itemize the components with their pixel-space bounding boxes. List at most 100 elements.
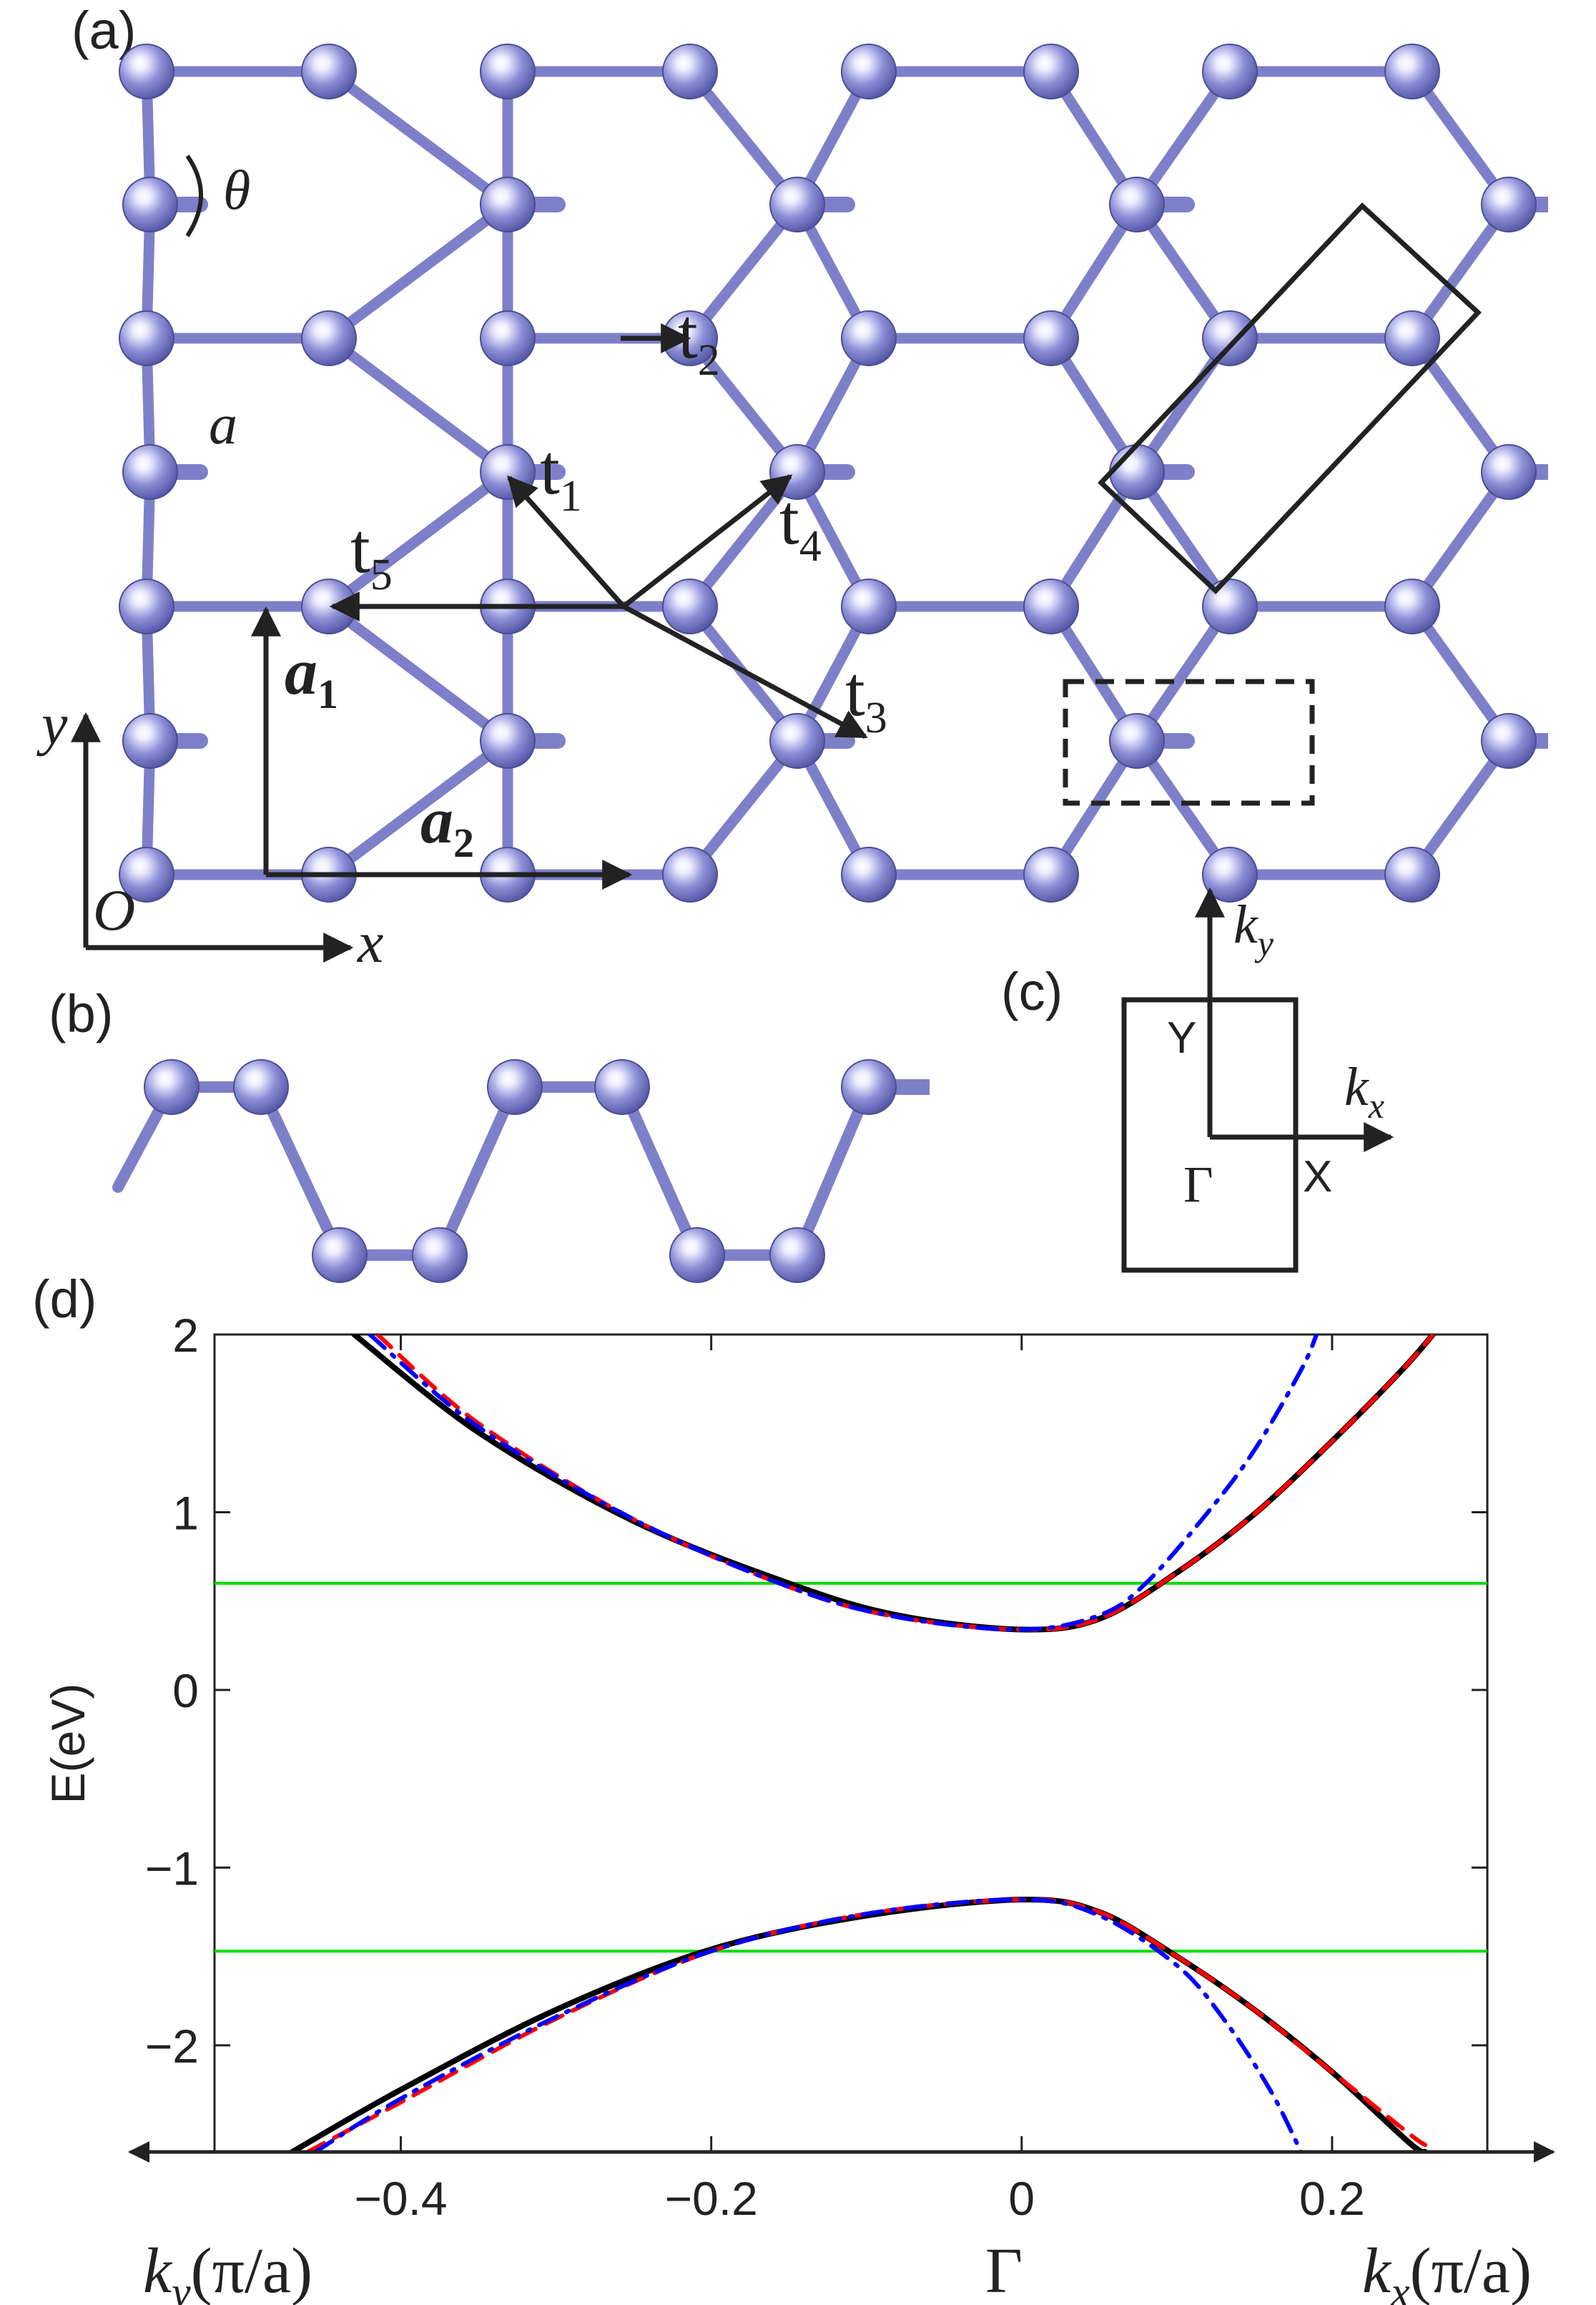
- Gamma-point-label: Γ: [1183, 1156, 1213, 1213]
- gamma-axis-title: Γ: [985, 2236, 1023, 2305]
- t4-arrow: [621, 474, 793, 609]
- x-tick-label: −0.4: [354, 2172, 447, 2225]
- atom: [487, 1059, 543, 1115]
- y-tick-label: −1: [145, 1842, 199, 1894]
- panel-b: (b): [49, 984, 930, 1283]
- t2-label: t2: [678, 294, 720, 385]
- y-tick-label: −2: [145, 2020, 199, 2073]
- bond: [792, 1081, 875, 1261]
- y-axis-title: E(eV): [41, 1684, 94, 1804]
- atom: [841, 310, 897, 366]
- t4-label: t4: [779, 480, 822, 571]
- a2-label: a2: [420, 784, 474, 866]
- atom: [662, 44, 718, 99]
- X-point-label: X: [1303, 1152, 1332, 1201]
- atom: [1109, 177, 1165, 232]
- band-series-solid: [351, 1335, 1437, 1633]
- phosphorene-lattice: [119, 44, 1548, 903]
- atom: [1481, 177, 1537, 232]
- dashed-cell: [1063, 679, 1315, 806]
- panel-a-label: (a): [72, 1, 136, 60]
- atom: [480, 177, 536, 232]
- Y-point-label: Y: [1167, 1013, 1196, 1063]
- atom: [1023, 310, 1079, 366]
- atom: [412, 1227, 468, 1283]
- t3-label: t3: [845, 652, 887, 742]
- atom: [122, 177, 178, 232]
- t3-arrow: [622, 604, 868, 739]
- side-view-chain: [112, 1059, 930, 1283]
- ky-axis-title: ky(π/a): [143, 2236, 312, 2305]
- origin-label: O: [93, 878, 135, 943]
- theta-label: θ: [223, 159, 250, 221]
- bond: [684, 735, 803, 880]
- atom: [841, 579, 897, 634]
- atom: [769, 177, 825, 232]
- panel-d-label: (d): [32, 1269, 97, 1329]
- atom: [480, 44, 536, 99]
- atom: [1023, 44, 1079, 99]
- bond: [323, 199, 513, 344]
- band-structure-chart: −2 −1 0 1 2 −0.4 −0.2 0 0.2: [128, 1309, 1555, 2225]
- atom: [480, 310, 536, 366]
- bond: [323, 735, 513, 880]
- bond: [434, 1081, 521, 1261]
- atom: [1202, 310, 1258, 366]
- atom: [1109, 713, 1165, 769]
- atom: [119, 310, 174, 366]
- atom: [119, 44, 174, 99]
- atom: [769, 713, 825, 769]
- atom: [1384, 579, 1440, 634]
- atom: [1109, 444, 1165, 500]
- band-series-dashed: [375, 1335, 1436, 1632]
- x-axis-label: x: [357, 910, 383, 975]
- y-axis-label: y: [36, 692, 68, 757]
- y-tick-label: 0: [172, 1664, 199, 1717]
- atom: [1384, 847, 1440, 903]
- atom: [480, 444, 536, 500]
- rotated-cell: [1098, 202, 1482, 594]
- bond: [616, 1081, 703, 1261]
- panel-c: (c) ky kx Y X Γ: [1001, 887, 1394, 1273]
- t5-label: t5: [350, 508, 393, 599]
- kx-axis-title: kx(π/a): [1362, 2236, 1532, 2305]
- atom: [662, 579, 718, 634]
- atom: [1481, 713, 1537, 769]
- bond: [323, 601, 513, 747]
- atom: [122, 713, 178, 769]
- atom: [144, 1059, 200, 1115]
- atom: [1023, 579, 1079, 634]
- atom: [1384, 310, 1440, 366]
- x-tick-label: −0.2: [664, 2172, 757, 2225]
- atom: [301, 310, 357, 366]
- atom: [1481, 444, 1537, 500]
- atom: [480, 713, 536, 769]
- t1-label: t1: [540, 430, 582, 521]
- bond: [684, 66, 803, 210]
- y-tick-label: 2: [172, 1309, 199, 1362]
- bond: [323, 466, 513, 612]
- a1-label: a1: [285, 635, 338, 717]
- atom: [119, 579, 174, 634]
- x-tick-label: 0: [1008, 2172, 1035, 2225]
- panel-b-label: (b): [49, 984, 113, 1043]
- y-tick-label: 1: [172, 1486, 199, 1539]
- band-curves: [289, 1335, 1437, 2152]
- band-series-dashdot: [313, 1897, 1304, 2152]
- kx-label: kx: [1344, 1057, 1384, 1126]
- atom: [594, 1059, 650, 1115]
- ky-label: ky: [1233, 895, 1274, 963]
- hopping-arrows: [71, 323, 868, 963]
- bond: [323, 66, 513, 210]
- lattice-constant-label: a: [209, 393, 237, 456]
- atom: [312, 1227, 368, 1283]
- atom: [119, 847, 174, 903]
- band-series-dashdot: [368, 1335, 1319, 1632]
- panel-a: (a) θ a t1 t2 t3 t4 t5 a1 a2: [36, 1, 1548, 975]
- plot-frame: [213, 1333, 1489, 2153]
- x-tick-label: 0.2: [1299, 2172, 1365, 2225]
- panel-c-label: (c): [1001, 962, 1063, 1021]
- t1-arrow: [507, 475, 626, 609]
